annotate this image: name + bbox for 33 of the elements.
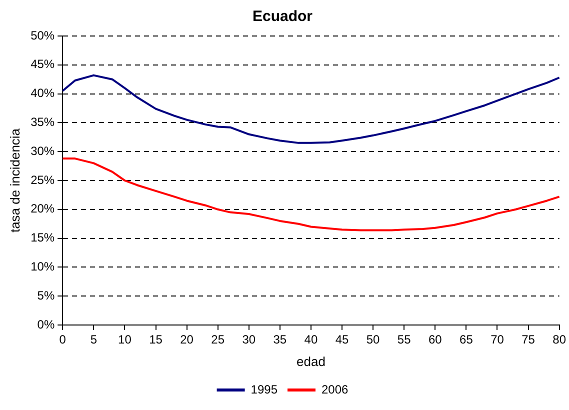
x-tick-label: 45 (335, 332, 350, 347)
x-tick-label: 25 (211, 332, 225, 347)
y-tick-label: 50% (30, 28, 55, 42)
y-tick-label: 0% (37, 317, 55, 332)
y-axis-title: tasa de incidencia (7, 128, 22, 233)
x-tick-label: 30 (242, 332, 256, 347)
y-tick-label: 5% (37, 288, 55, 302)
x-tick-label: 15 (149, 332, 163, 347)
y-tick-label: 10% (30, 260, 55, 274)
x-tick-label: 70 (490, 332, 504, 347)
x-axis-title: edad (296, 354, 326, 369)
x-tick-label: 80 (552, 332, 566, 347)
x-tick-label: 10 (118, 332, 132, 347)
x-tick-label: 65 (460, 332, 474, 347)
x-tick-label: 75 (522, 332, 536, 347)
y-tick-label: 25% (30, 172, 55, 187)
x-tick-label: 35 (273, 332, 287, 347)
y-tick-label: 30% (30, 144, 55, 158)
x-tick-label: 55 (397, 332, 412, 347)
x-tick-label: 40 (304, 332, 318, 347)
y-tick-label: 40% (30, 86, 55, 100)
legend-label: 2006 (322, 382, 349, 396)
x-tick-label: 60 (428, 332, 442, 347)
y-tick-label: 35% (30, 115, 55, 130)
y-tick-label: 45% (30, 57, 55, 72)
y-tick-label: 15% (30, 230, 55, 245)
x-tick-label: 0 (59, 332, 66, 347)
legend-label: 1995 (250, 382, 278, 396)
chart-title: Ecuador (252, 8, 313, 26)
x-tick-label: 50 (366, 332, 380, 347)
y-tick-label: 20% (30, 202, 55, 216)
x-tick-label: 5 (90, 332, 98, 347)
x-tick-label: 20 (180, 332, 194, 347)
